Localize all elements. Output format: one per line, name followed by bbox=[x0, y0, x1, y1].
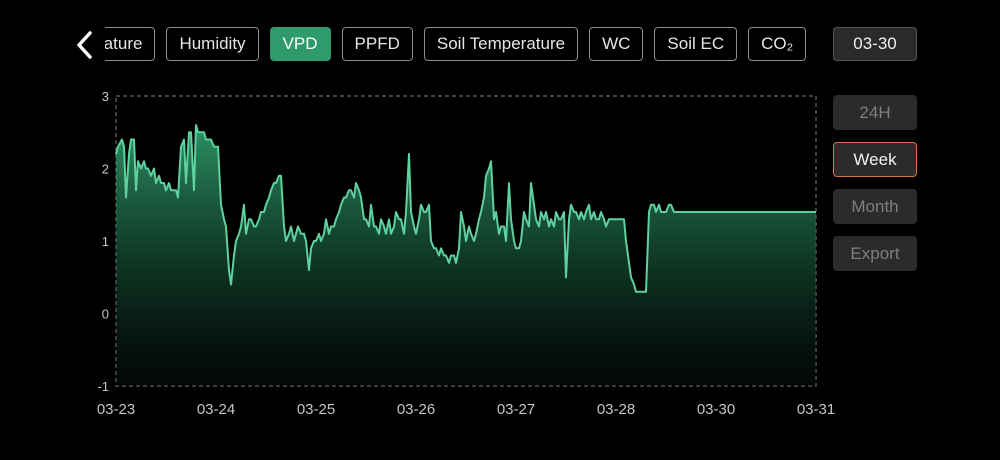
x-tick-label: 03-26 bbox=[397, 401, 435, 418]
range-button-month[interactable]: Month bbox=[833, 189, 917, 224]
tab-ppfd[interactable]: PPFD bbox=[341, 27, 413, 61]
range-button-24h[interactable]: 24H bbox=[833, 95, 917, 130]
tab-vpd[interactable]: VPD bbox=[269, 27, 331, 61]
x-tick-label: 03-28 bbox=[597, 401, 635, 418]
tab-temperature[interactable]: Temperature bbox=[105, 27, 156, 61]
back-button[interactable] bbox=[70, 28, 100, 62]
vpd-series-line bbox=[115, 124, 816, 293]
y-tick-label: 3 bbox=[102, 89, 109, 104]
range-button-export[interactable]: Export bbox=[833, 236, 917, 271]
x-axis-ticks: 03-23 03-24 03-25 03-26 03-27 03-28 03-30 03-31 bbox=[97, 401, 835, 418]
vpd-area bbox=[116, 125, 816, 386]
range-button-week[interactable]: Week bbox=[833, 142, 917, 177]
chevron-left-icon bbox=[77, 31, 92, 59]
x-tick-label: 03-30 bbox=[697, 401, 735, 418]
y-tick-label: -1 bbox=[97, 379, 109, 394]
date-selector-button[interactable]: 03-30 bbox=[833, 27, 917, 61]
y-tick-label: 1 bbox=[102, 234, 109, 249]
y-axis-ticks: 3 2 1 0 -1 bbox=[97, 89, 109, 394]
tab-humidity[interactable]: Humidity bbox=[166, 27, 259, 61]
tab-wc[interactable]: WC bbox=[589, 27, 644, 61]
x-tick-label: 03-31 bbox=[797, 401, 835, 418]
x-tick-label: 03-24 bbox=[197, 401, 235, 418]
tab-soil-ec[interactable]: Soil EC bbox=[654, 27, 738, 61]
x-tick-label: 03-27 bbox=[497, 401, 535, 418]
metric-tabs-strip[interactable]: Temperature Humidity VPD PPFD Soil Temperatu… bbox=[105, 27, 807, 61]
x-tick-label: 03-23 bbox=[97, 401, 135, 418]
x-tick-label: 03-25 bbox=[297, 401, 335, 418]
y-tick-label: 2 bbox=[102, 162, 109, 177]
metric-tabs: Temperature Humidity VPD PPFD Soil Temperatu… bbox=[105, 27, 820, 63]
tab-soil-temperature[interactable]: Soil Temperature bbox=[423, 27, 579, 61]
tab-co[interactable]: CO₂ bbox=[748, 27, 807, 61]
y-tick-label: 0 bbox=[102, 307, 109, 322]
